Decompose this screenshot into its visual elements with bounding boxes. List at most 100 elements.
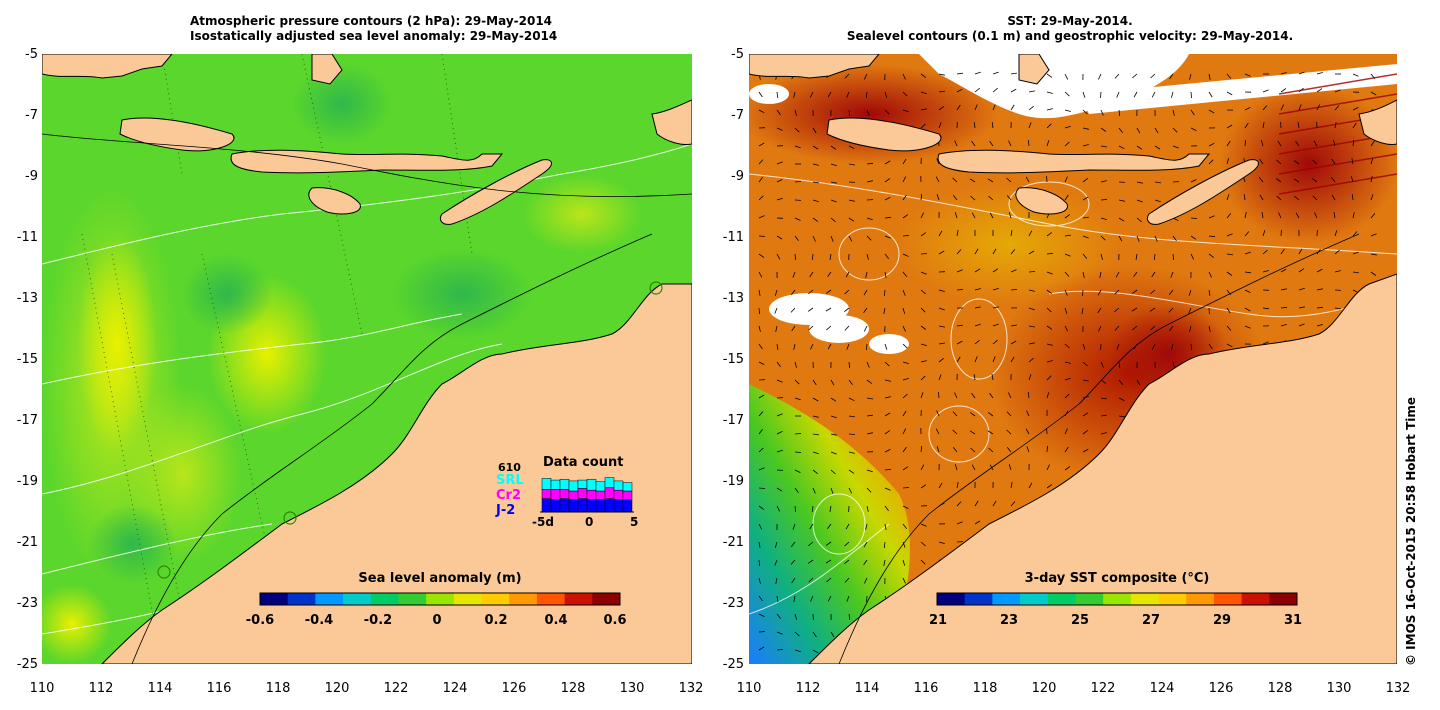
velocity-arrow <box>902 410 907 417</box>
velocity-arrow <box>956 104 961 111</box>
velocity-arrow <box>974 339 980 345</box>
velocity-arrow <box>794 235 799 242</box>
velocity-arrow <box>883 289 886 297</box>
velocity-arrow <box>1046 445 1048 453</box>
velocity-arrow <box>758 631 766 633</box>
velocity-arrow <box>848 397 855 402</box>
velocity-arrow <box>812 469 818 475</box>
velocity-arrow <box>1244 271 1251 274</box>
velocity-arrow <box>848 109 850 117</box>
velocity-arrow <box>883 307 886 314</box>
velocity-arrow <box>1114 289 1120 295</box>
velocity-arrow <box>992 500 997 507</box>
velocity-arrow <box>1046 464 1050 471</box>
left-x-tick: 126 <box>501 681 527 696</box>
velocity-arrow <box>1244 307 1251 312</box>
velocity-arrow <box>938 342 945 345</box>
velocity-arrow <box>1100 432 1107 435</box>
velocity-arrow <box>1064 73 1069 80</box>
velocity-arrow <box>1258 177 1264 183</box>
velocity-arrow <box>902 109 909 113</box>
velocity-arrow <box>1064 176 1068 183</box>
velocity-arrow <box>1028 250 1035 255</box>
velocity-arrow <box>1244 231 1250 237</box>
data-count-bar-cr2 <box>577 488 588 499</box>
data-count-bar-cr2 <box>613 489 624 500</box>
velocity-arrow <box>974 306 981 309</box>
velocity-arrow <box>1208 235 1216 238</box>
velocity-arrow <box>902 446 907 453</box>
sla-high-sw <box>42 584 112 664</box>
velocity-arrow <box>938 73 945 76</box>
velocity-arrow <box>1226 325 1232 331</box>
left-y-tick: -11 <box>16 230 38 245</box>
right-y-tick: -25 <box>722 657 744 672</box>
velocity-arrow <box>812 649 819 654</box>
velocity-arrow <box>1243 194 1246 201</box>
velocity-arrow <box>1025 176 1030 183</box>
velocity-arrow <box>902 361 909 364</box>
left-y-tick: -19 <box>16 474 38 489</box>
velocity-arrow <box>1026 410 1030 417</box>
data-count-title: Data count <box>543 455 624 470</box>
velocity-arrow <box>1100 91 1102 99</box>
velocity-arrow <box>844 289 850 295</box>
velocity-arrow <box>1028 374 1032 381</box>
velocity-arrow <box>1082 177 1089 183</box>
velocity-arrow <box>829 505 832 512</box>
velocity-arrow <box>884 216 892 219</box>
velocity-arrow <box>974 288 981 291</box>
velocity-arrow <box>830 181 837 184</box>
velocity-arrow <box>793 343 796 350</box>
velocity-arrow <box>866 162 874 165</box>
velocity-arrow <box>1171 91 1174 98</box>
left-y-tick: -25 <box>16 657 38 672</box>
velocity-arrow <box>1172 253 1174 261</box>
velocity-arrow <box>866 505 869 512</box>
left-y-tick: -23 <box>16 596 38 611</box>
velocity-arrow <box>971 212 976 219</box>
velocity-arrow <box>1259 158 1264 165</box>
data-count-bar-j2 <box>604 498 615 513</box>
velocity-arrow <box>988 195 994 201</box>
velocity-arrow <box>971 140 976 147</box>
velocity-arrow <box>884 343 888 350</box>
velocity-arrow <box>1295 212 1300 219</box>
velocity-arrow <box>1208 325 1211 332</box>
velocity-arrow <box>902 158 907 165</box>
velocity-arrow <box>952 177 958 183</box>
velocity-arrow <box>1280 104 1285 111</box>
velocity-arrow <box>1028 105 1034 111</box>
velocity-arrow <box>1226 158 1229 165</box>
colorbar-segment <box>964 593 993 605</box>
velocity-arrow <box>1028 271 1036 273</box>
velocity-arrow <box>974 104 978 111</box>
data-count-bar-cr2 <box>568 490 579 500</box>
velocity-arrow <box>794 487 799 494</box>
velocity-arrow <box>1153 253 1156 261</box>
velocity-arrow <box>883 559 886 566</box>
velocity-arrow <box>1100 361 1104 368</box>
colorbar-segment <box>1241 593 1270 605</box>
velocity-arrow <box>884 109 890 115</box>
velocity-arrow <box>848 235 853 242</box>
colorbar-segment <box>1103 593 1132 605</box>
left-y-tick: -5 <box>25 47 38 62</box>
velocity-arrow <box>1352 212 1355 219</box>
velocity-arrow <box>1297 122 1300 129</box>
sulawesi-s-tip <box>311 54 343 85</box>
velocity-arrow <box>1262 307 1269 310</box>
eastern-islands <box>1358 99 1397 145</box>
sla-low-3 <box>392 249 532 339</box>
velocity-arrow <box>1312 159 1318 165</box>
velocity-arrow <box>1118 379 1124 385</box>
velocity-arrow <box>808 325 814 331</box>
velocity-arrow <box>825 559 832 564</box>
sst-colorbar-title: 3-day SST composite (°C) <box>1024 571 1210 586</box>
velocity-arrow <box>848 379 853 386</box>
velocity-arrow <box>1116 343 1120 350</box>
velocity-arrow <box>827 523 832 530</box>
velocity-arrow <box>956 88 963 93</box>
velocity-arrow <box>970 195 976 201</box>
velocity-arrow <box>1064 214 1071 219</box>
